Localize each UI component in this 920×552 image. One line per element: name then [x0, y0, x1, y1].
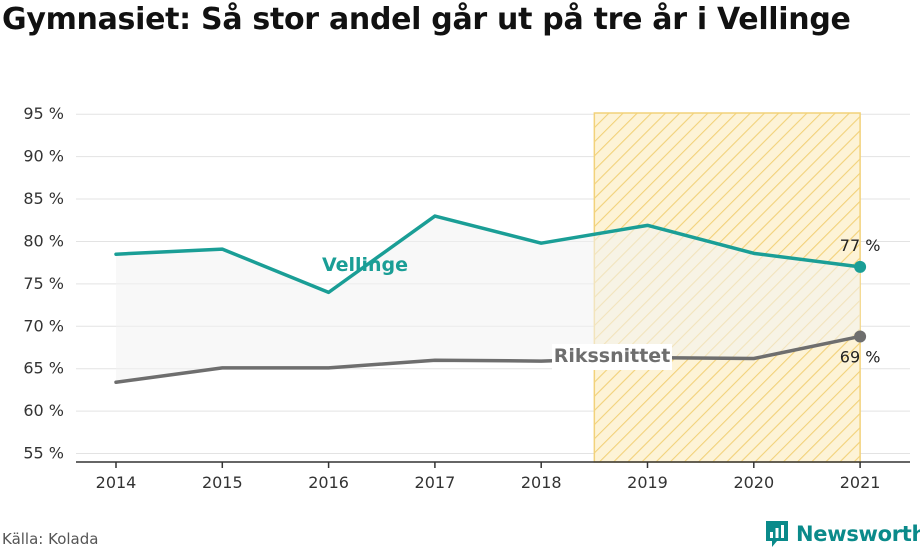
series-label-bg: [552, 344, 672, 370]
series-lines: [114, 214, 867, 385]
brand-name: Newsworthy: [796, 522, 920, 546]
x-tick-label: 2016: [308, 473, 349, 492]
source-note: Källa: Kolada: [2, 530, 99, 548]
y-tick-label: 75 %: [23, 274, 64, 293]
series-label-vellinge: Vellinge: [322, 254, 408, 276]
series-line-rikssnittet: [114, 334, 862, 385]
y-tick-label: 60 %: [23, 401, 64, 420]
gap-area: [116, 216, 861, 383]
series-label-riks: Rikssnittet: [554, 345, 671, 367]
y-tick-label: 70 %: [23, 316, 64, 335]
x-tick-label: 2021: [840, 473, 881, 492]
end-point-rikssnittet: [854, 330, 867, 343]
series-line-vellinge: [114, 214, 862, 295]
y-tick-label: 90 %: [23, 147, 64, 166]
y-tick-label: 55 %: [23, 444, 64, 463]
chart-title: Gymnasiet: Så stor andel går ut på tre å…: [2, 2, 851, 37]
gap-band: [116, 216, 861, 383]
x-tick-label: 2020: [733, 473, 774, 492]
x-tick-label: 2015: [202, 473, 243, 492]
y-tick-label: 85 %: [23, 189, 64, 208]
end-point-vellinge: [854, 260, 867, 273]
axes: 95 % 90 % 85 % 80 % 75 % 70 % 65 % 60 % 55 % 2014…: [23, 104, 910, 492]
chart-logo-icon: [766, 521, 788, 547]
end-label-riks: 69 %: [840, 347, 881, 366]
y-tick-label: 65 %: [23, 359, 64, 378]
y-tick-label: 95 %: [23, 104, 64, 123]
x-tick-label: 2018: [521, 473, 562, 492]
x-tick-label: 2014: [96, 473, 137, 492]
y-tick-label: 80 %: [23, 231, 64, 250]
labels: Vellinge Rikssnittet 77 % 69 %: [322, 236, 880, 370]
x-tick-label: 2019: [627, 473, 668, 492]
end-label-vellinge: 77 %: [840, 236, 881, 255]
x-tick-label: 2017: [415, 473, 456, 492]
brand: Newsworthy: [764, 518, 920, 550]
